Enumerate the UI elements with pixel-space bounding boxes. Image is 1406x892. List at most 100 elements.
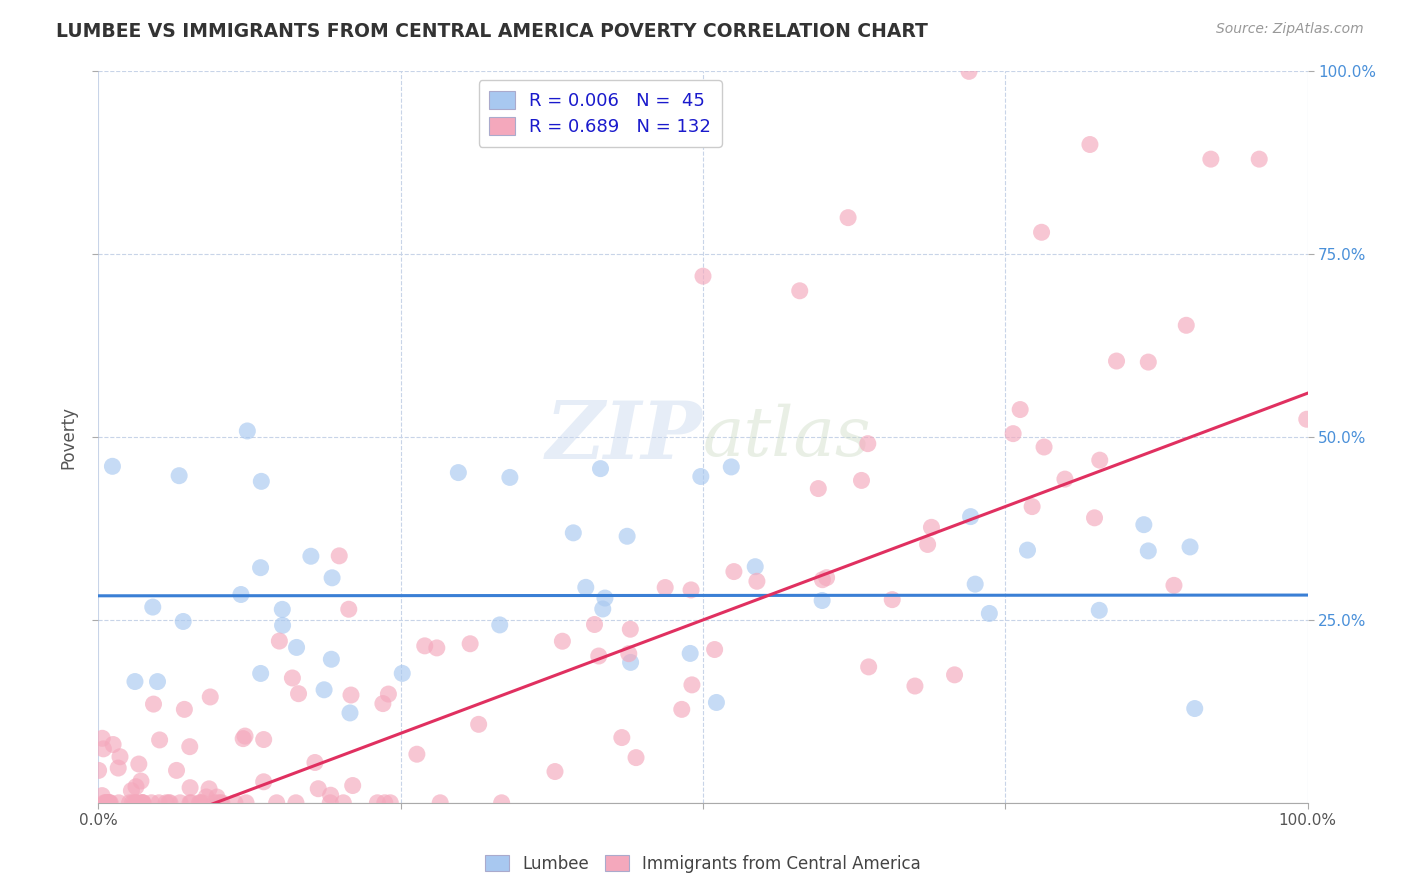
Point [155, 796, 177, 810]
Point [1017, 543, 1039, 558]
Point [148, 796, 170, 810]
Point [1137, 355, 1160, 369]
Point [1053, 472, 1076, 486]
Point [1078, 137, 1101, 152]
Point [188, 796, 211, 810]
Point [681, 582, 703, 597]
Point [499, 470, 522, 484]
Point [339, 706, 361, 720]
Point [172, 615, 194, 629]
Point [617, 647, 640, 661]
Point [1088, 603, 1111, 617]
Point [128, 757, 150, 772]
Point [319, 796, 342, 810]
Point [236, 424, 259, 438]
Point [108, 749, 131, 764]
Point [917, 537, 939, 551]
Point [271, 602, 294, 616]
Point [195, 789, 218, 804]
Point [269, 634, 291, 648]
Point [979, 607, 1001, 621]
Point [391, 666, 413, 681]
Point [856, 436, 879, 450]
Point [284, 796, 307, 810]
Point [101, 738, 124, 752]
Point [166, 764, 188, 778]
Point [1031, 225, 1053, 239]
Point [340, 688, 363, 702]
Point [91, 731, 114, 746]
Point [1002, 426, 1025, 441]
Point [271, 618, 294, 632]
Point [107, 796, 129, 810]
Point [374, 796, 396, 810]
Point [97, 796, 120, 810]
Point [142, 600, 165, 615]
Point [120, 783, 142, 797]
Point [266, 796, 288, 810]
Point [619, 656, 641, 670]
Point [882, 592, 904, 607]
Point [224, 796, 246, 810]
Point [122, 796, 145, 810]
Point [169, 796, 191, 810]
Point [679, 647, 702, 661]
Legend: R = 0.006   N =  45, R = 0.689   N = 132: R = 0.006 N = 45, R = 0.689 N = 132 [478, 80, 721, 147]
Point [1105, 354, 1128, 368]
Point [624, 750, 647, 764]
Legend: Lumbee, Immigrants from Central America: Lumbee, Immigrants from Central America [478, 848, 928, 880]
Y-axis label: Poverty: Poverty [59, 406, 77, 468]
Point [328, 549, 350, 563]
Point [703, 642, 725, 657]
Point [1184, 701, 1206, 715]
Point [720, 459, 742, 474]
Point [124, 674, 146, 689]
Point [413, 639, 436, 653]
Point [321, 652, 343, 666]
Point [342, 779, 364, 793]
Point [96, 796, 118, 810]
Point [583, 617, 606, 632]
Point [131, 796, 153, 810]
Point [332, 796, 354, 810]
Point [98, 796, 121, 810]
Point [209, 796, 232, 810]
Point [744, 559, 766, 574]
Point [124, 796, 146, 810]
Point [1088, 453, 1111, 467]
Point [920, 520, 942, 534]
Point [377, 687, 399, 701]
Point [681, 678, 703, 692]
Point [371, 697, 394, 711]
Text: ZIP: ZIP [546, 399, 703, 475]
Point [229, 587, 252, 601]
Point [692, 269, 714, 284]
Point [851, 474, 873, 488]
Point [285, 640, 308, 655]
Point [380, 796, 402, 810]
Point [131, 796, 153, 810]
Point [467, 717, 489, 731]
Point [180, 796, 202, 810]
Point [1033, 440, 1056, 454]
Point [312, 682, 335, 697]
Point [125, 780, 148, 794]
Point [157, 796, 180, 810]
Point [811, 593, 834, 607]
Point [307, 781, 329, 796]
Point [141, 796, 163, 810]
Point [1163, 578, 1185, 592]
Point [207, 796, 229, 810]
Point [179, 739, 201, 754]
Point [179, 780, 201, 795]
Text: LUMBEE VS IMMIGRANTS FROM CENTRAL AMERICA POVERTY CORRELATION CHART: LUMBEE VS IMMIGRANTS FROM CENTRAL AMERIC… [56, 22, 928, 41]
Point [723, 565, 745, 579]
Point [107, 761, 129, 775]
Point [94, 796, 117, 810]
Point [129, 796, 152, 810]
Point [190, 796, 212, 810]
Point [249, 560, 271, 574]
Point [191, 796, 214, 810]
Point [127, 796, 149, 810]
Point [142, 697, 165, 711]
